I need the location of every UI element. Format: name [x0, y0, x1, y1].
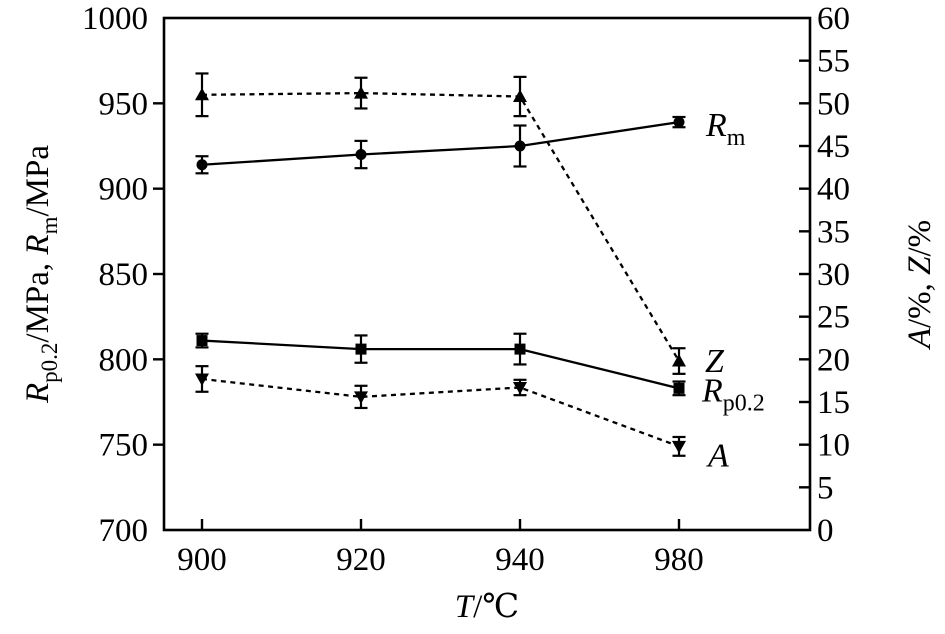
circle-marker — [355, 149, 367, 161]
series-line — [201, 339, 680, 390]
triangle-down-marker — [195, 373, 209, 386]
triangle-down-marker — [513, 381, 527, 395]
right-tick-label: 45 — [817, 129, 850, 165]
series-Rm: Rm — [195, 107, 746, 175]
square-marker — [196, 335, 208, 347]
right-tick-label: 20 — [817, 342, 850, 378]
triangle-down-marker — [354, 391, 368, 404]
right-tick-label: 25 — [817, 300, 850, 336]
left-axis: 700 750 800 850 900 950 1000 — [82, 1, 164, 549]
circle-marker — [514, 140, 526, 152]
x-tick-label: 920 — [336, 542, 386, 578]
triangle-down-marker — [672, 440, 686, 454]
series-A: A — [195, 365, 729, 474]
series-label-Rm: Rm — [705, 107, 746, 151]
x-axis-title: T/℃ — [455, 589, 519, 625]
left-tick-label: 700 — [99, 513, 149, 549]
right-tick-label: 50 — [817, 86, 850, 122]
triangle-up-marker — [672, 354, 686, 367]
left-axis-title: Rp0.2/MPa, Rm/MPa — [20, 145, 62, 404]
circle-marker — [196, 159, 208, 171]
right-axis: 0 5 10 15 20 25 30 35 40 45 50 55 60 — [799, 1, 850, 549]
square-marker — [673, 382, 685, 394]
x-tick-label: 940 — [495, 542, 545, 578]
right-axis-title: A/%, Z/% — [902, 220, 938, 350]
series-line — [201, 377, 680, 448]
square-marker — [355, 343, 367, 355]
left-tick-label: 750 — [99, 428, 149, 464]
series-label-Rp0.2: Rp0.2 — [701, 372, 765, 416]
series-Rp0.2: Rp0.2 — [195, 332, 765, 416]
right-tick-label: 5 — [817, 470, 834, 506]
triangle-up-marker — [195, 87, 209, 101]
x-tick-label: 980 — [654, 542, 704, 578]
right-tick-label: 60 — [817, 1, 850, 37]
x-axis: 900 920 940 980 — [177, 519, 704, 578]
right-tick-label: 40 — [817, 172, 850, 208]
right-tick-label: 55 — [817, 44, 850, 80]
triangle-up-marker — [513, 89, 527, 103]
left-tick-label: 800 — [99, 342, 149, 378]
circle-marker — [673, 116, 685, 128]
left-tick-label: 900 — [99, 172, 149, 208]
right-tick-label: 35 — [817, 214, 850, 250]
series-line — [201, 91, 680, 362]
left-tick-label: 950 — [99, 86, 149, 122]
right-tick-label: 10 — [817, 428, 850, 464]
series-line — [201, 120, 680, 166]
square-marker — [514, 343, 526, 355]
right-tick-label: 15 — [817, 385, 850, 421]
right-tick-label: 30 — [817, 257, 850, 293]
series-label-A: A — [706, 437, 729, 474]
series-Z: Z — [195, 72, 725, 380]
x-tick-label: 900 — [177, 542, 227, 578]
triangle-up-marker — [354, 86, 368, 99]
left-tick-label: 850 — [99, 257, 149, 293]
right-tick-label: 0 — [817, 513, 834, 549]
left-tick-label: 1000 — [82, 1, 148, 37]
series-label-Z: Z — [705, 343, 725, 380]
